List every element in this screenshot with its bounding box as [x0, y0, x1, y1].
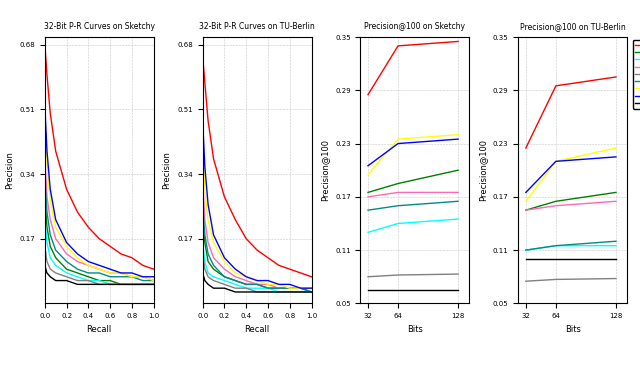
X-axis label: Recall: Recall [244, 325, 269, 334]
X-axis label: Bits: Bits [565, 325, 580, 334]
Title: Precision@100 on Sketchy: Precision@100 on Sketchy [364, 22, 465, 31]
Y-axis label: Precision@100: Precision@100 [478, 139, 487, 201]
Y-axis label: Precision@100: Precision@100 [321, 139, 330, 201]
Title: Precision@100 on TU-Berlin: Precision@100 on TU-Berlin [520, 22, 626, 31]
Y-axis label: Precision: Precision [4, 151, 14, 189]
Legend: ZSIH, CMFH, CMSSH, SCM-Orth, CVH, SePH-KM, DSH, ZSH, SiNot: ZSIH, CMFH, CMSSH, SCM-Orth, CVH, SePH-K… [632, 40, 640, 108]
X-axis label: Recall: Recall [86, 325, 112, 334]
X-axis label: Bits: Bits [407, 325, 423, 334]
Title: 32-Bit P-R Curves on Sketchy: 32-Bit P-R Curves on Sketchy [44, 22, 155, 31]
Y-axis label: Precision: Precision [163, 151, 172, 189]
Title: 32-Bit P-R Curves on TU-Berlin: 32-Bit P-R Curves on TU-Berlin [199, 22, 315, 31]
